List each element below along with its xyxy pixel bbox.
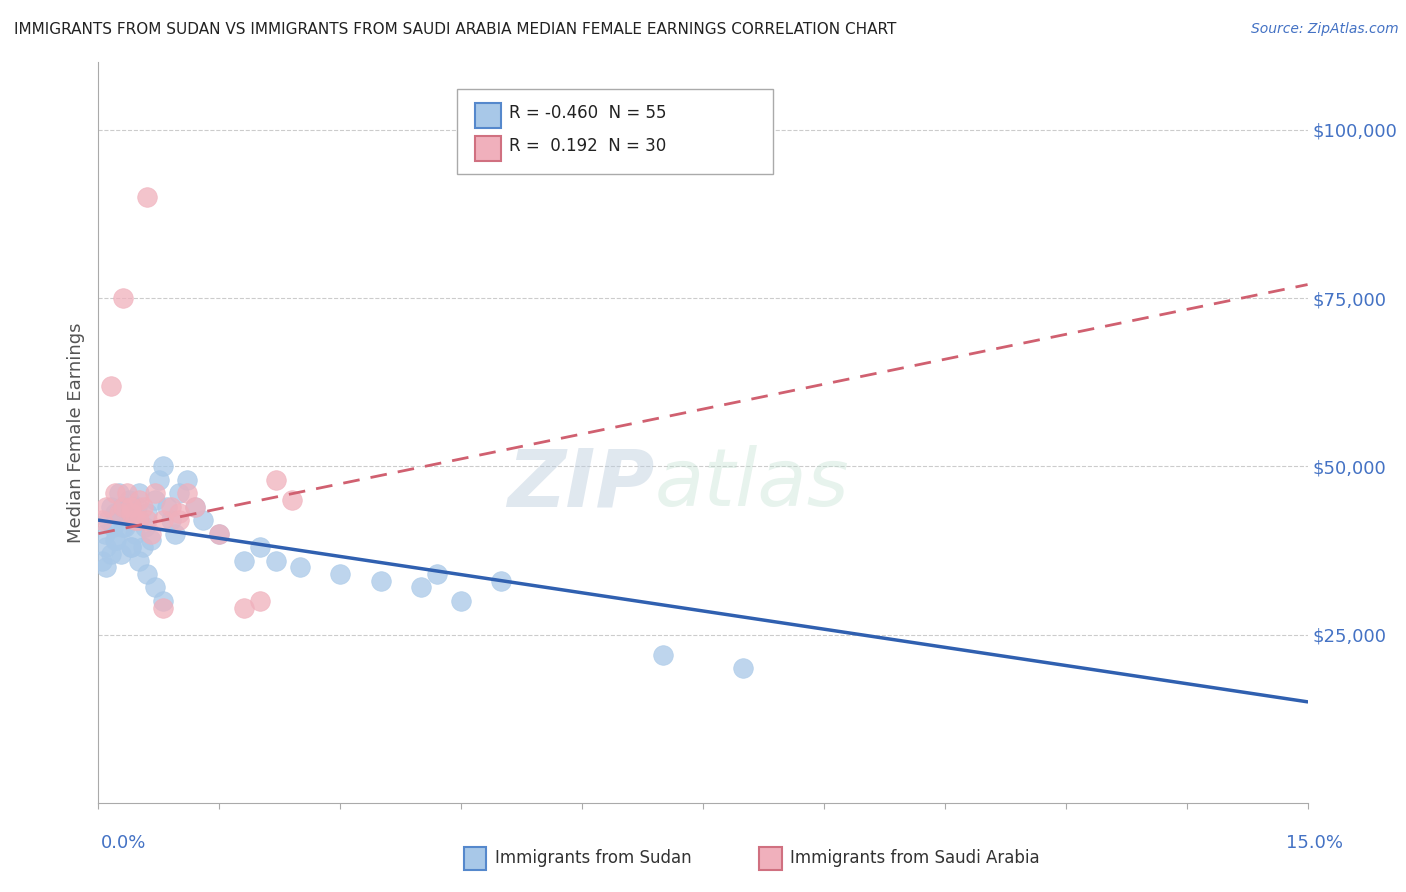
Point: [426, 566, 449, 581]
Point: [163, 526, 186, 541]
Point: [148, 473, 170, 487]
Point: [167, 486, 190, 500]
Point: [120, 507, 142, 521]
Point: [96, 500, 118, 514]
Point: [124, 526, 146, 541]
Point: [122, 513, 145, 527]
Point: [491, 574, 513, 588]
Point: [103, 507, 125, 521]
Point: [114, 520, 136, 534]
Text: 0.0%: 0.0%: [101, 834, 146, 852]
Point: [208, 526, 231, 541]
Point: [132, 500, 155, 514]
Point: [139, 526, 162, 541]
Point: [135, 190, 157, 204]
Text: Source: ZipAtlas.com: Source: ZipAtlas.com: [1251, 22, 1399, 37]
Point: [651, 648, 673, 662]
Point: [281, 492, 304, 507]
Point: [105, 533, 128, 548]
Point: [118, 492, 141, 507]
Point: [409, 581, 432, 595]
Point: [134, 520, 156, 534]
Point: [128, 492, 150, 507]
Y-axis label: Median Female Earnings: Median Female Earnings: [66, 322, 84, 543]
Point: [208, 526, 231, 541]
Point: [176, 473, 198, 487]
Point: [120, 540, 142, 554]
Point: [128, 553, 150, 567]
Point: [103, 533, 125, 548]
Point: [128, 486, 150, 500]
Point: [176, 486, 198, 500]
Point: [111, 500, 134, 514]
Point: [115, 507, 138, 521]
Text: ZIP: ZIP: [508, 445, 655, 524]
Text: Immigrants from Saudi Arabia: Immigrants from Saudi Arabia: [790, 849, 1040, 867]
Point: [91, 553, 114, 567]
Point: [450, 594, 472, 608]
Point: [97, 513, 120, 527]
Point: [135, 507, 157, 521]
Point: [128, 513, 150, 527]
Text: IMMIGRANTS FROM SUDAN VS IMMIGRANTS FROM SAUDI ARABIA MEDIAN FEMALE EARNINGS COR: IMMIGRANTS FROM SUDAN VS IMMIGRANTS FROM…: [14, 22, 897, 37]
Text: 15.0%: 15.0%: [1285, 834, 1343, 852]
Point: [100, 378, 122, 392]
Point: [111, 500, 134, 514]
Point: [232, 553, 254, 567]
Point: [167, 513, 190, 527]
Point: [124, 513, 146, 527]
Point: [96, 560, 118, 574]
Point: [110, 547, 132, 561]
Point: [135, 513, 157, 527]
Point: [91, 513, 114, 527]
Point: [167, 507, 190, 521]
Point: [143, 492, 166, 507]
Text: R = -0.460  N = 55: R = -0.460 N = 55: [509, 104, 666, 122]
Text: atlas: atlas: [655, 445, 849, 524]
Point: [111, 520, 134, 534]
Point: [101, 520, 124, 534]
Point: [107, 507, 129, 521]
Point: [249, 540, 271, 554]
Point: [120, 500, 142, 514]
Point: [127, 500, 149, 514]
Point: [143, 581, 166, 595]
Point: [94, 526, 117, 541]
Point: [139, 533, 162, 548]
Point: [143, 486, 166, 500]
Point: [184, 500, 207, 514]
Point: [107, 486, 129, 500]
Point: [232, 600, 254, 615]
Point: [193, 513, 215, 527]
Point: [249, 594, 271, 608]
Point: [184, 500, 207, 514]
Point: [152, 513, 174, 527]
Point: [100, 547, 122, 561]
Point: [370, 574, 392, 588]
Point: [103, 486, 125, 500]
Point: [135, 566, 157, 581]
Text: R =  0.192  N = 30: R = 0.192 N = 30: [509, 137, 666, 155]
Point: [264, 473, 287, 487]
Point: [96, 540, 118, 554]
Point: [264, 553, 287, 567]
Point: [733, 661, 755, 675]
Point: [100, 500, 122, 514]
Point: [152, 594, 174, 608]
Point: [132, 540, 155, 554]
Point: [160, 513, 183, 527]
Point: [115, 486, 138, 500]
Point: [288, 560, 311, 574]
Point: [111, 291, 134, 305]
Point: [120, 540, 142, 554]
Point: [152, 600, 174, 615]
Text: Immigrants from Sudan: Immigrants from Sudan: [495, 849, 692, 867]
Point: [156, 500, 179, 514]
Point: [160, 500, 183, 514]
Point: [152, 459, 174, 474]
Point: [329, 566, 352, 581]
